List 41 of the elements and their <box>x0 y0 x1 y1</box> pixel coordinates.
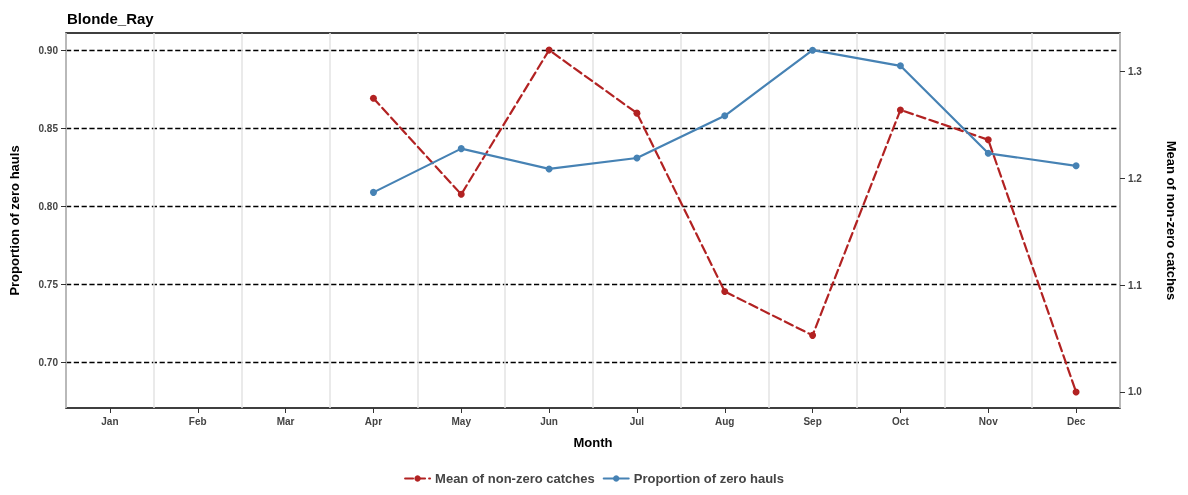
y-tick-label: 0.75 <box>38 279 59 291</box>
x-tick-label: Feb <box>188 415 207 427</box>
legend-label: Mean of non-zero catches <box>435 471 595 486</box>
y2-tick-label: 1.2 <box>1128 172 1143 184</box>
point <box>721 288 729 296</box>
x-tick-label: Aug <box>715 415 735 427</box>
point <box>457 145 465 153</box>
x-tick-label: Mar <box>276 415 295 427</box>
point <box>721 112 729 120</box>
x-tick-label: Dec <box>1066 415 1086 427</box>
point <box>633 109 641 117</box>
y2-axis-title: Mean of non-zero catches <box>1164 140 1179 301</box>
y-tick-label: 0.80 <box>38 200 59 212</box>
x-axis-title: Month <box>573 435 613 450</box>
y2-tick-label: 1.1 <box>1128 279 1143 291</box>
x-tick-label: Oct <box>892 415 910 427</box>
x-tick-label: Jul <box>629 415 645 427</box>
y-tick-label: 0.90 <box>38 44 59 56</box>
x-tick-label: May <box>451 415 472 427</box>
x-tick-label: Jun <box>540 415 558 427</box>
point <box>369 94 377 102</box>
y-tick-label: 0.85 <box>38 122 59 134</box>
point <box>896 62 904 70</box>
point <box>809 331 817 339</box>
x-tick-label: Nov <box>978 415 999 427</box>
point <box>984 136 992 144</box>
point <box>896 106 904 114</box>
y-axis-title: Proportion of zero hauls <box>7 145 22 296</box>
x-tick-label: Jan <box>101 415 119 427</box>
point <box>369 188 377 196</box>
x-tick-label: Apr <box>364 415 383 427</box>
legend-label: Proportion of zero hauls <box>633 471 784 486</box>
point <box>1072 162 1080 170</box>
chart-title: Blonde_Ray <box>67 10 155 27</box>
point <box>457 190 465 198</box>
point <box>809 46 817 54</box>
y2-tick-label: 1.3 <box>1128 65 1143 77</box>
y-tick-label: 0.70 <box>38 357 59 369</box>
point <box>984 149 992 157</box>
x-tick-label: Sep <box>803 415 822 427</box>
y2-tick-label: 1.0 <box>1128 386 1143 398</box>
